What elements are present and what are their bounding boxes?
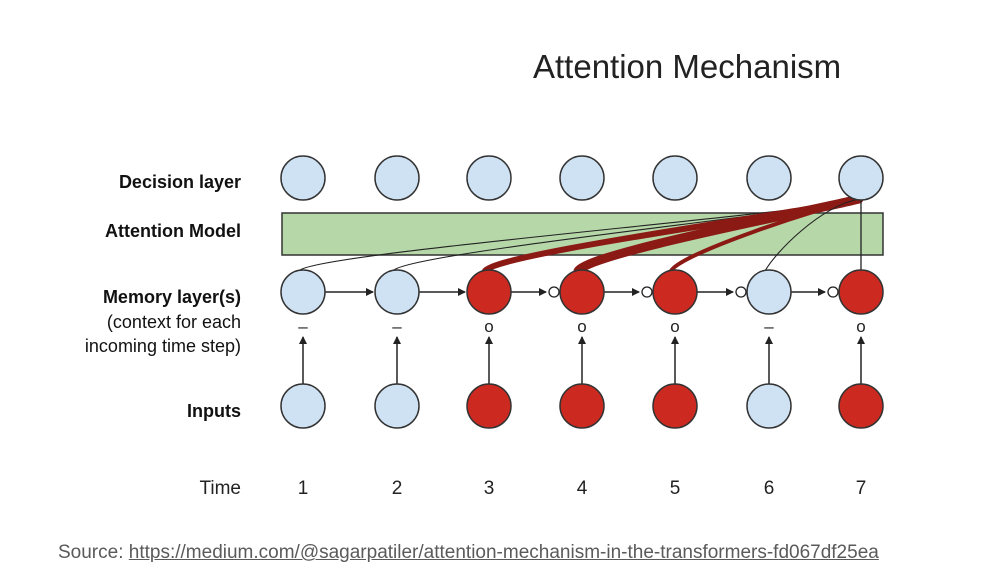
time-label: Time bbox=[199, 478, 241, 499]
input-node-6 bbox=[746, 383, 792, 429]
memory-node-2 bbox=[374, 269, 420, 315]
memory-node-4 bbox=[559, 269, 605, 315]
source-link[interactable]: https://medium.com/@sagarpatiler/attenti… bbox=[128, 542, 879, 563]
decision-node-7 bbox=[838, 155, 884, 201]
decision-node-4 bbox=[559, 155, 605, 201]
time-step-1: 1 bbox=[297, 478, 309, 499]
diagram-title: Attention Mechanism bbox=[533, 48, 842, 85]
gate-mark-3: o bbox=[484, 317, 493, 336]
gate-mark-6: – bbox=[764, 317, 774, 336]
memory-node-7 bbox=[838, 269, 884, 315]
decision-node-5 bbox=[652, 155, 698, 201]
gate-mark-4: o bbox=[577, 317, 586, 336]
memory-gate-circle-5 bbox=[641, 286, 653, 298]
memory-node-3 bbox=[466, 269, 512, 315]
memory-sublabel-line2: incoming time step) bbox=[40, 336, 241, 357]
input-node-1 bbox=[280, 383, 326, 429]
input-node-7 bbox=[838, 383, 884, 429]
memory-sublabel-open-paren: ( bbox=[106, 312, 113, 332]
input-node-4 bbox=[559, 383, 605, 429]
attention-model-label: Attention Model bbox=[105, 221, 241, 241]
time-step-5: 5 bbox=[669, 478, 681, 499]
time-step-3: 3 bbox=[483, 478, 495, 499]
memory-gate-circle-6 bbox=[735, 286, 747, 298]
input-node-3 bbox=[466, 383, 512, 429]
decision-node-1 bbox=[280, 155, 326, 201]
memory-layer-label: Memory layer(s) bbox=[102, 287, 241, 307]
input-node-5 bbox=[652, 383, 698, 429]
gate-mark-1: – bbox=[298, 317, 308, 336]
memory-sublabel-text1: context for each bbox=[112, 312, 241, 332]
memory-node-5 bbox=[652, 269, 698, 315]
decision-node-2 bbox=[374, 155, 420, 201]
gate-mark-7: o bbox=[856, 317, 865, 336]
attention-link-5 bbox=[669, 197, 861, 273]
input-node-2 bbox=[374, 383, 420, 429]
memory-node-6 bbox=[746, 269, 792, 315]
time-step-2: 2 bbox=[391, 478, 403, 499]
memory-gate-circle-4 bbox=[548, 286, 560, 298]
memory-node-1 bbox=[280, 269, 326, 315]
decision-node-6 bbox=[746, 155, 792, 201]
memory-sublabel-line1: (context for each bbox=[40, 312, 241, 333]
time-step-6: 6 bbox=[763, 478, 775, 499]
source-footer: Source: https://medium.com/@sagarpatiler… bbox=[58, 542, 879, 564]
memory-sublabel-text2: incoming time step bbox=[84, 336, 235, 356]
decision-node-3 bbox=[466, 155, 512, 201]
time-step-4: 4 bbox=[576, 478, 588, 499]
gate-mark-2: – bbox=[392, 317, 402, 336]
source-prefix: Source: bbox=[58, 542, 129, 563]
decision-layer-label: Decision layer bbox=[118, 172, 241, 192]
inputs-label: Inputs bbox=[187, 401, 241, 421]
time-step-7: 7 bbox=[855, 478, 867, 499]
attention-link-6 bbox=[764, 198, 860, 272]
gate-mark-5: o bbox=[670, 317, 679, 336]
memory-gate-circle-7 bbox=[827, 286, 839, 298]
memory-sublabel-close-paren: ) bbox=[235, 336, 241, 356]
